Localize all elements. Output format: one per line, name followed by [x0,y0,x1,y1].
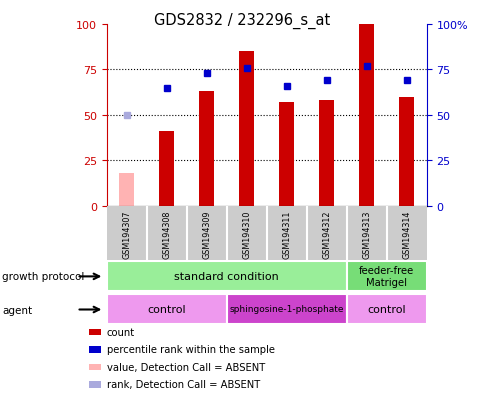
Bar [159,132,174,206]
Text: GSM194310: GSM194310 [242,210,251,259]
Bar [89,382,101,388]
Text: standard condition: standard condition [174,271,278,281]
Bar [239,52,254,206]
Bar [89,329,101,335]
Bar [89,347,101,353]
Text: growth protocol: growth protocol [2,272,85,282]
Text: value, Detection Call = ABSENT: value, Detection Call = ABSENT [106,362,264,372]
Text: feeder-free
Matrigel: feeder-free Matrigel [359,265,413,287]
Bar [89,364,101,370]
Text: GSM194309: GSM194309 [202,210,211,259]
Bar [346,294,426,325]
Text: rank, Detection Call = ABSENT: rank, Detection Call = ABSENT [106,380,259,389]
Text: sphingosine-1-phosphate: sphingosine-1-phosphate [229,305,343,313]
Text: GDS2832 / 232296_s_at: GDS2832 / 232296_s_at [154,12,330,28]
Text: GSM194307: GSM194307 [122,210,131,259]
Text: GSM194308: GSM194308 [162,210,171,259]
Text: agent: agent [2,305,32,315]
Bar [398,97,413,206]
Bar [106,261,346,292]
Text: GSM194313: GSM194313 [362,210,371,259]
Text: percentile rank within the sample: percentile rank within the sample [106,344,274,354]
Bar [226,294,346,325]
Bar [346,261,426,292]
Text: GSM194311: GSM194311 [282,210,291,259]
Text: control: control [147,304,186,314]
Bar [119,174,134,206]
Bar [359,25,374,206]
Bar [106,294,226,325]
Bar [279,103,294,206]
Bar [318,101,333,206]
Text: count: count [106,327,135,337]
Bar [199,92,214,206]
Text: GSM194314: GSM194314 [401,210,410,259]
Text: control: control [367,304,405,314]
Text: GSM194312: GSM194312 [321,210,331,259]
